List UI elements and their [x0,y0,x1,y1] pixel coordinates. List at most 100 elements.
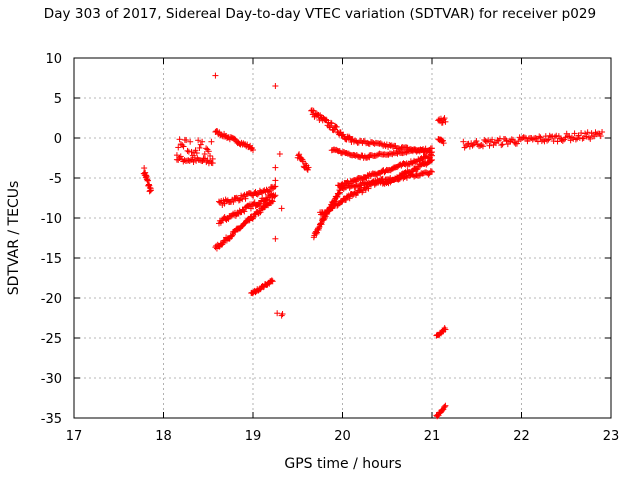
data-point [544,137,551,144]
y-tick-label: -15 [41,252,62,267]
x-tick-label: 22 [513,429,530,444]
data-point [247,205,254,212]
data-point [469,142,476,149]
data-point [335,190,342,197]
data-point [276,151,283,157]
data-point [318,220,325,227]
data-point [235,197,242,204]
data-point [494,137,501,144]
data-point [578,130,585,137]
data-point [207,152,214,159]
data-point [365,185,372,192]
data-point [473,138,480,145]
data-point [546,132,553,139]
data-point [272,164,279,171]
data-point [529,136,536,143]
data-point [597,133,604,140]
chart-title: Day 303 of 2017, Sidereal Day-to-day VTE… [43,6,597,22]
data-point [250,146,256,153]
data-point [208,138,215,145]
data-point [246,217,253,224]
x-tick-label: 19 [245,429,262,444]
data-point [188,148,195,155]
grid-layer [74,58,611,418]
data-point [326,123,333,130]
data-point [230,198,237,205]
data-point [318,221,325,228]
data-point [336,189,343,196]
data-point [197,141,204,148]
data-point [229,232,236,239]
data-point [271,183,278,190]
data-point [327,119,334,126]
data-point [257,209,264,216]
x-tick-label: 18 [155,429,172,444]
data-point [571,130,578,137]
data-point [199,158,206,165]
data-point [395,148,402,155]
data-point [583,133,590,140]
data-point [272,83,279,89]
data-point [268,277,275,284]
y-tick-label: -25 [41,332,62,347]
data-point [330,127,337,134]
data-point [195,137,202,144]
data-point [491,139,498,146]
data-point [184,147,191,154]
data-point [338,199,345,206]
data-point [545,136,552,143]
data-point [278,205,285,212]
data-point [328,120,335,127]
data-point [269,198,276,205]
y-tick-label: -30 [41,372,62,387]
data-point [485,137,492,144]
data-point [524,138,531,145]
data-point [254,191,261,198]
data-point [504,141,511,148]
data-point [204,157,211,164]
data-point [313,230,320,237]
data-point [180,158,187,165]
data-point [541,138,548,145]
data-point [141,165,148,172]
data-point [585,134,592,141]
data-point [346,195,353,202]
data-point [566,133,573,140]
data-point [409,148,416,155]
data-point [579,135,586,142]
data-point [272,235,279,242]
data-point [191,154,198,161]
data-point [176,136,183,143]
data-point [252,289,259,296]
data-point [209,160,216,167]
data-point [521,134,528,141]
data-point [511,139,518,146]
y-tick-label: 5 [54,92,62,107]
data-point [580,135,587,142]
x-axis-label: GPS time / hours [284,456,402,472]
data-point [587,135,594,142]
data-point [177,153,184,160]
data-point [554,138,561,145]
data-point [212,72,219,79]
data-point [175,144,182,151]
data-point [551,133,558,140]
data-point [599,128,606,135]
data-point [272,192,279,199]
data-point [572,136,579,143]
data-point [584,129,591,136]
data-point [429,156,435,163]
y-tick-label: 0 [54,132,62,147]
data-point [413,166,420,173]
data-point [477,142,484,149]
data-point [266,187,273,194]
data-point [362,187,369,194]
data-point [442,402,449,409]
data-point [508,136,515,143]
data-point [250,192,257,199]
data-point [465,140,472,147]
tick-labels: 17 18 19 20 21 22 23 10 5 0 -5 -10 -15 -20 -25 -30 -35 [41,52,620,444]
y-tick-label: -5 [49,172,62,187]
x-tick-label: 20 [334,429,351,444]
data-point [429,145,435,152]
